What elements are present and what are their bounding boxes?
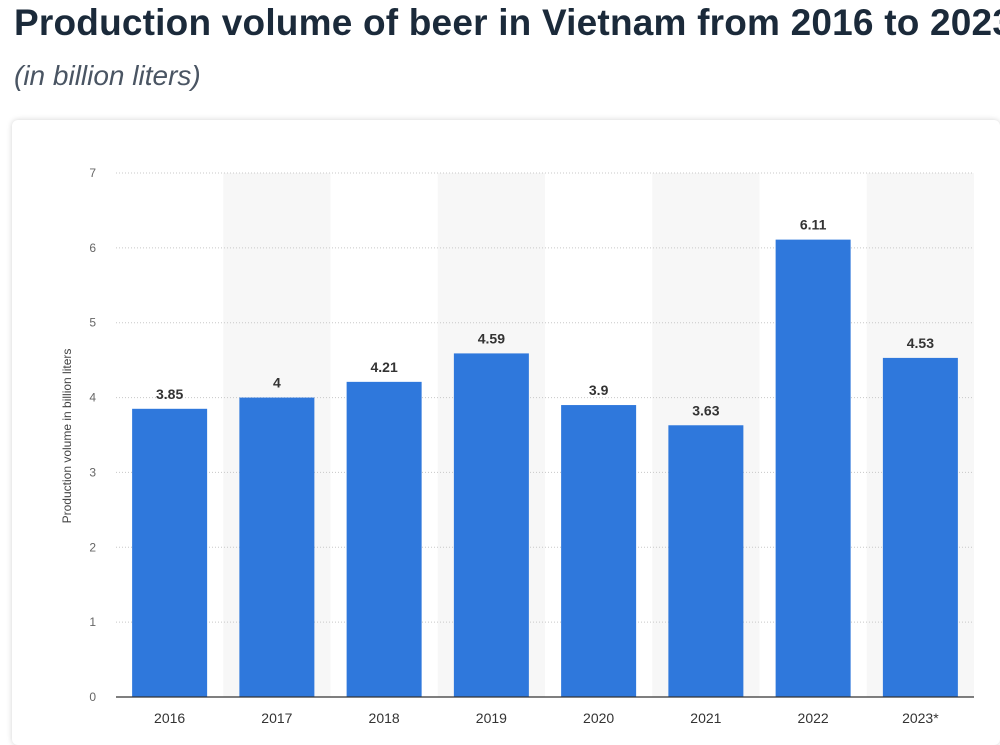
data-label: 6.11 [800,217,827,233]
bar[interactable] [775,239,851,697]
data-label: 4.59 [478,330,505,346]
bar[interactable] [882,357,958,697]
x-tick-label: 2020 [583,710,614,726]
x-tick-label: 2021 [690,710,721,726]
x-tick-label: 2016 [154,710,185,726]
x-tick-label: 2022 [798,710,829,726]
bar[interactable] [346,381,422,697]
data-label: 3.63 [692,402,719,418]
data-label: 4 [273,375,281,391]
data-label: 4.21 [371,359,398,375]
x-tick-label: 2019 [476,710,507,726]
data-label: 3.9 [589,382,609,398]
y-tick-label: 1 [89,615,96,629]
bar[interactable] [668,425,744,697]
x-tick-label: 2018 [369,710,400,726]
bar[interactable] [239,397,315,697]
y-tick-label: 2 [89,540,96,554]
bar[interactable] [453,353,529,697]
y-tick-label: 0 [89,690,96,704]
y-tick-label: 4 [89,391,96,405]
x-tick-label: 2023* [902,710,939,726]
y-tick-label: 5 [89,316,96,330]
x-tick-label: 2017 [261,710,292,726]
data-label: 3.85 [156,386,183,402]
y-tick-label: 7 [89,166,96,180]
chart-subtitle: (in billion liters) [14,60,201,91]
chart-title: Production volume of beer in Vietnam fro… [14,2,1000,43]
y-axis-label: Production volume in billion liters [60,349,74,524]
bar[interactable] [561,405,637,697]
data-label: 4.53 [907,335,934,351]
bar[interactable] [132,408,208,697]
y-tick-label: 3 [89,465,96,479]
y-tick-label: 6 [89,241,96,255]
